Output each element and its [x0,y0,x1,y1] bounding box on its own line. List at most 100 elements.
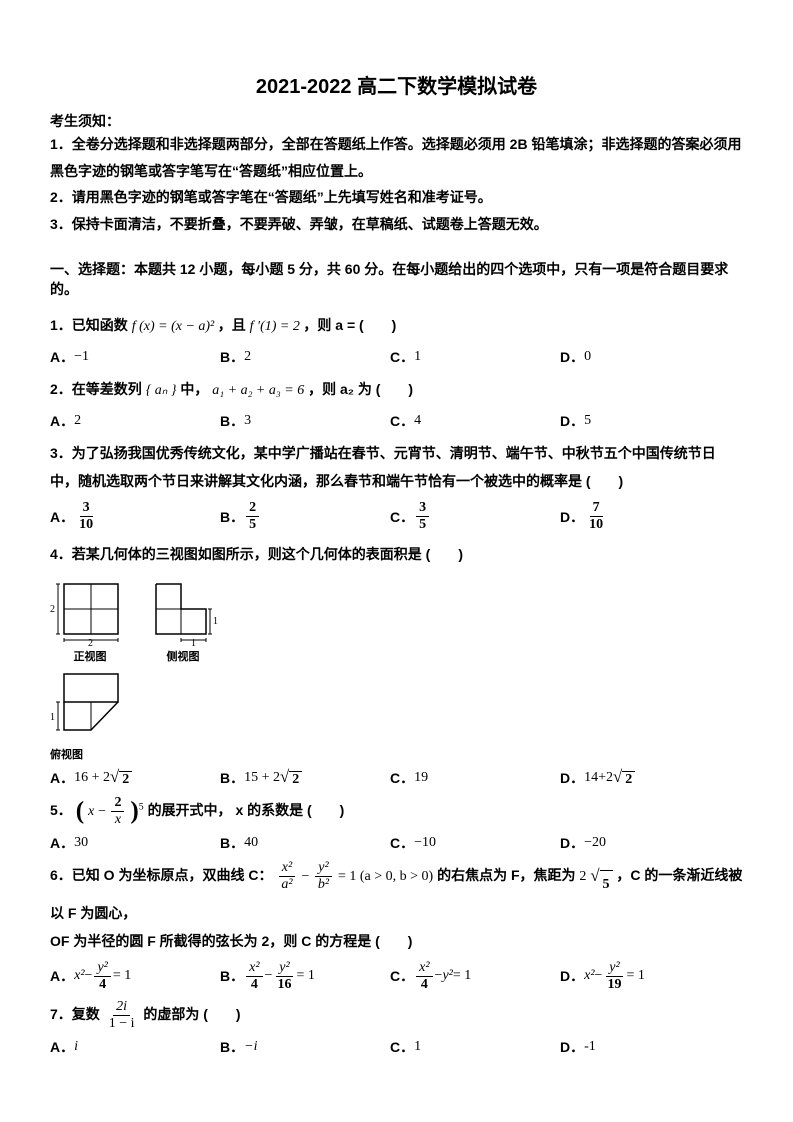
q5-option-a: A．30 [50,833,220,853]
sqrt-icon: √2 [280,769,302,788]
q6-f2n: y² [315,861,331,877]
q2-option-c: C．4 [390,411,560,431]
label-a: A． [50,411,74,431]
q7-options: A．i B．−i C．1 D．-1 [50,1037,743,1057]
q1-option-a: A．−1 [50,347,220,367]
q4-option-d: D． 14+2 √2 [560,768,730,788]
q5-frac-num: 2 [111,796,124,812]
question-1: 1．已知函数 f (x) = (x − a)² ，且 f ′(1) = 2 ，则… [50,311,743,341]
q2-d-val: 5 [584,413,591,429]
question-6: 6．已知 O 为坐标原点，双曲线 C： x²a² − y²b² = 1 (a >… [50,861,743,926]
q6-f2d: b² [315,877,332,892]
q6-mid: 的右焦点为 F，焦距为 [437,868,579,884]
side-view-block: 1 1 侧视图 [148,576,218,664]
q7-num: 2i [113,1000,130,1016]
q3-option-b: B． 25 [220,501,390,532]
q6-b-frac1: x²4 [246,961,262,992]
front-view-block: 2 2 正视图 [50,576,130,664]
notice-line-3: 3．保持卡面清洁，不要折叠，不要弄破、弄皱，在草稿纸、试题卷上答题无效。 [50,211,743,238]
q3-d-frac: 710 [586,501,606,532]
label-d: D． [560,768,584,788]
q1-math1: f (x) = (x − a)² [132,319,218,334]
label-d: D． [560,1037,584,1057]
q2-mid: 中， [180,381,208,397]
label-d: D． [560,411,584,431]
q3-a-den: 10 [76,517,96,532]
label-d: D． [560,966,584,986]
q4-a-rad: 2 [119,771,132,788]
q1-c-val: 1 [414,349,421,365]
q6-b-n2: y² [276,961,292,977]
minus-icon: − [595,968,603,984]
q5-c-val: −10 [414,835,436,851]
notice-line-2: 2．请用黑色字迹的钢笔或答字笔在“答题纸”上先填写姓名和准考证号。 [50,184,743,211]
q3-option-d: D． 710 [560,501,730,532]
q6-b-n1: x² [246,961,262,977]
q1-pre: 1．已知函数 [50,317,128,333]
q4-b-rad: 2 [289,771,302,788]
minus-icon: − [85,968,93,984]
label-a: A． [50,507,74,527]
label-a: A． [50,966,74,986]
paren-left-icon: ( [76,798,84,825]
q3-c-den: 5 [416,517,429,532]
svg-text:1: 1 [213,616,218,627]
q6-d-frac: y²19 [604,961,624,992]
q7-pre: 7．复数 [50,1006,104,1022]
eq1-icon: = 1 [626,968,644,984]
q5-a-val: 30 [74,835,88,851]
q5-option-c: C．−10 [390,833,560,853]
q2-post: ，则 a₂ 为 ( ) [308,381,413,397]
q6-d-x2: x² [584,968,594,984]
q4-c-val: 19 [414,770,428,786]
q6-c-n: x² [416,961,432,977]
q6-a-frac: y²4 [94,961,110,992]
q2-math: a₁ + a₂ + a₃ = 6 [212,383,304,398]
page-title: 2021-2022 高二下数学模拟试卷 [50,70,743,99]
q3-option-a: A． 310 [50,501,220,532]
label-c: C． [390,966,414,986]
sqrt-icon: √2 [110,769,132,788]
svg-text:2: 2 [88,638,93,646]
label-b: B． [220,966,244,986]
q7-d-val: -1 [584,1039,596,1055]
q6-d-n: y² [606,961,622,977]
front-view-svg: 2 2 [50,576,130,646]
q4-d-pre: 14+2 [584,770,613,786]
q5-d-val: −20 [584,835,606,851]
q6-option-c: C． x²4 − y² = 1 [390,961,560,992]
q1-post: ，则 a = ( ) [303,317,396,333]
q2-options: A．2 B．3 C．4 D．5 [50,411,743,431]
svg-text:1: 1 [191,638,196,646]
notice-heading: 考生须知： [50,111,743,131]
q6-frac2: y²b² [315,861,332,892]
q6-a-n: y² [94,961,110,977]
question-5: 5． ( x − 2 x )5 的展开式中， x 的系数是 ( ) [50,796,743,827]
label-d: D． [560,507,584,527]
side-view-svg: 1 1 [148,576,218,646]
q1-option-d: D．0 [560,347,730,367]
minus-icon: − [265,968,273,984]
q6-option-a: A． x² − y²4 = 1 [50,961,220,992]
q3-c-frac: 35 [416,501,429,532]
q6-options: A． x² − y²4 = 1 B． x²4 − y²16 = 1 C． x²4… [50,961,743,992]
minus-icon: − [301,870,312,885]
q1-math2: f ′(1) = 2 [250,319,304,334]
q7-option-b: B．−i [220,1037,390,1057]
q1-b-val: 2 [244,349,251,365]
eq1-icon: = 1 [453,968,471,984]
label-c: C． [390,833,414,853]
q6-frac1: x²a² [278,861,295,892]
label-b: B． [220,411,244,431]
q1-option-b: B．2 [220,347,390,367]
q6-b-frac2: y²16 [274,961,294,992]
label-d: D． [560,833,584,853]
q3-a-frac: 310 [76,501,96,532]
label-b: B． [220,347,244,367]
q2-option-b: B．3 [220,411,390,431]
section-1-heading: 一、选择题：本题共 12 小题，每小题 5 分，共 60 分。在每小题给出的四个… [50,259,743,299]
label-a: A． [50,1037,74,1057]
front-view-label: 正视图 [74,648,107,664]
q2-seq: { aₙ } [146,383,177,398]
q6-c-frac: x²4 [416,961,432,992]
